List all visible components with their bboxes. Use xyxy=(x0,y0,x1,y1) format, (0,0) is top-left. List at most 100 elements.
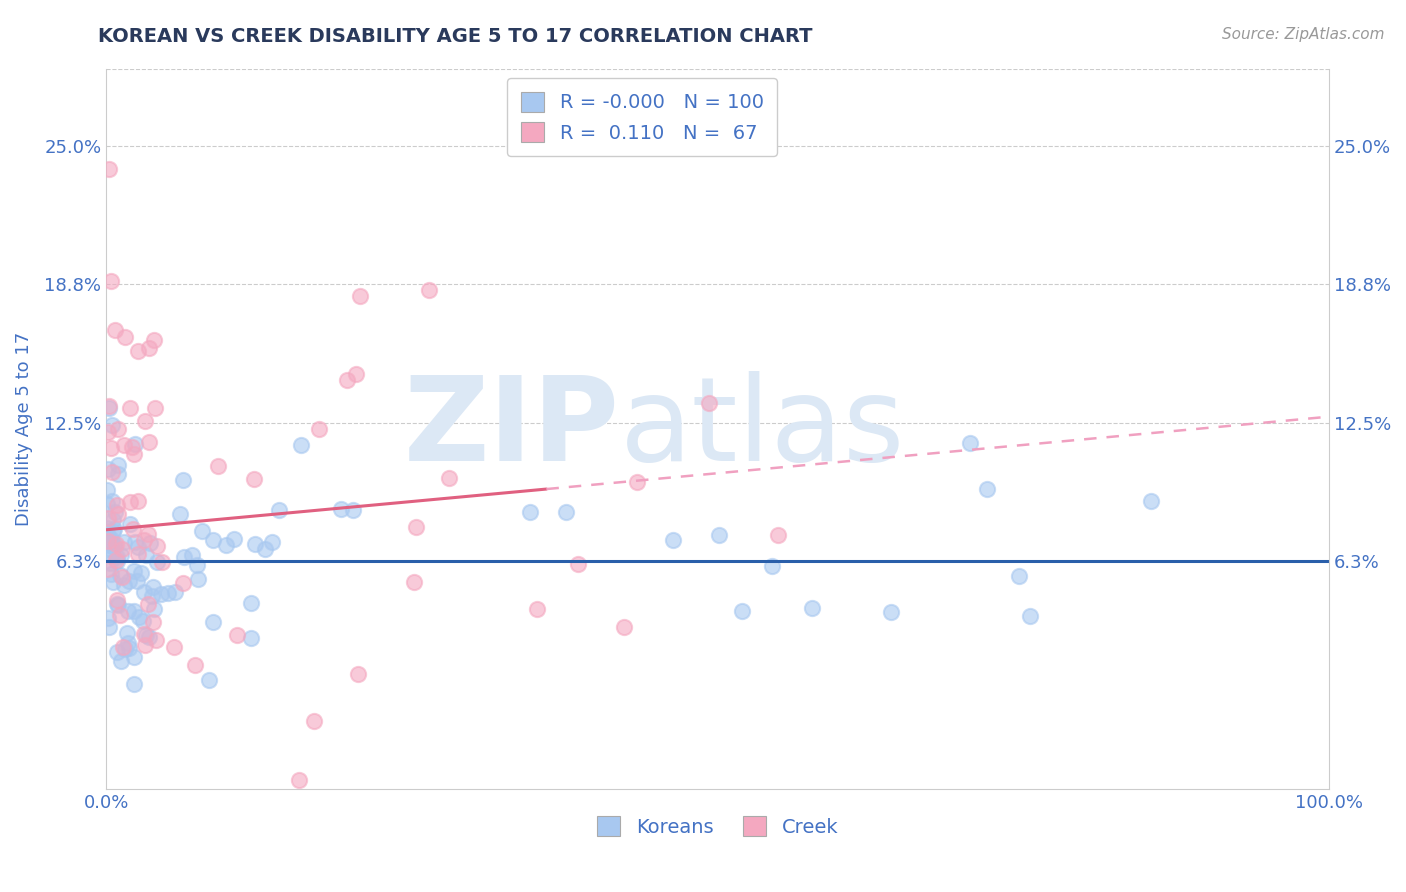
Point xyxy=(97,425,120,439)
Point xyxy=(1139,494,1161,508)
Point xyxy=(127,344,149,359)
Point xyxy=(336,373,359,387)
Point xyxy=(186,558,208,573)
Point xyxy=(105,553,128,567)
Point xyxy=(108,607,131,622)
Point xyxy=(253,542,276,557)
Text: KOREAN VS CREEK DISABILITY AGE 5 TO 17 CORRELATION CHART: KOREAN VS CREEK DISABILITY AGE 5 TO 17 C… xyxy=(98,27,813,45)
Point xyxy=(97,533,120,548)
Point xyxy=(122,564,145,578)
Point xyxy=(112,578,135,592)
Point xyxy=(135,548,157,562)
Point xyxy=(132,627,155,641)
Text: #dce8f5: #dce8f5 xyxy=(717,442,724,443)
Point xyxy=(142,580,165,594)
Point xyxy=(107,507,129,521)
Point xyxy=(142,615,165,630)
Point xyxy=(288,773,311,788)
Point xyxy=(136,527,159,541)
Point xyxy=(222,533,245,547)
Point xyxy=(114,330,136,344)
Point xyxy=(103,538,125,552)
Text: Source: ZipAtlas.com: Source: ZipAtlas.com xyxy=(1222,27,1385,42)
Point xyxy=(118,574,141,589)
Point xyxy=(145,633,167,648)
Point xyxy=(105,645,128,659)
Point xyxy=(124,535,146,549)
Point xyxy=(118,401,141,415)
Point xyxy=(418,283,440,297)
Point xyxy=(302,714,325,728)
Point xyxy=(98,399,121,413)
Point xyxy=(96,497,118,511)
Point xyxy=(172,576,194,591)
Point xyxy=(111,640,134,654)
Point xyxy=(132,533,155,547)
Point xyxy=(100,274,122,288)
Point xyxy=(260,535,283,549)
Point xyxy=(101,493,124,508)
Point xyxy=(110,654,132,668)
Point xyxy=(101,548,124,562)
Point xyxy=(105,550,128,565)
Point xyxy=(97,562,120,576)
Point xyxy=(98,556,121,570)
Point xyxy=(201,615,224,630)
Point xyxy=(97,529,120,543)
Point xyxy=(172,473,194,487)
Point xyxy=(112,535,135,549)
Point xyxy=(96,521,118,535)
Point xyxy=(100,532,122,546)
Point xyxy=(110,549,132,563)
Point xyxy=(98,620,121,634)
Point xyxy=(138,341,160,355)
Point xyxy=(959,436,981,450)
Point xyxy=(105,598,128,612)
Point xyxy=(101,513,124,527)
Point xyxy=(101,465,124,479)
Point xyxy=(117,636,139,650)
Point xyxy=(127,547,149,561)
Point xyxy=(145,556,167,570)
Point xyxy=(662,533,685,547)
Point xyxy=(138,630,160,644)
Point xyxy=(132,585,155,599)
Point xyxy=(142,333,165,347)
Point xyxy=(120,517,142,532)
Point xyxy=(103,522,125,536)
Point xyxy=(105,593,128,607)
Point xyxy=(731,605,754,619)
Point xyxy=(101,543,124,558)
Point xyxy=(198,673,221,687)
Point xyxy=(103,540,125,554)
Point xyxy=(107,458,129,472)
Point xyxy=(163,640,186,654)
Point xyxy=(100,441,122,455)
Point xyxy=(766,528,789,542)
Point xyxy=(131,615,153,629)
Point xyxy=(122,677,145,691)
Point xyxy=(122,650,145,665)
Point xyxy=(127,574,149,588)
Point xyxy=(145,539,167,553)
Point xyxy=(329,502,352,516)
Text: atlas: atlas xyxy=(620,371,905,486)
Point xyxy=(187,573,209,587)
Point xyxy=(128,610,150,624)
Point xyxy=(120,495,142,509)
Point xyxy=(108,568,131,582)
Point xyxy=(239,596,262,610)
Point xyxy=(122,522,145,536)
Point xyxy=(215,538,238,552)
Point xyxy=(143,401,166,415)
Point xyxy=(439,471,461,485)
Point xyxy=(347,666,370,681)
Point xyxy=(555,505,578,519)
Point xyxy=(100,538,122,552)
Point xyxy=(156,586,179,600)
Point xyxy=(121,441,143,455)
Point xyxy=(104,553,127,567)
Point xyxy=(239,631,262,645)
Point xyxy=(880,605,903,619)
Point xyxy=(115,626,138,640)
